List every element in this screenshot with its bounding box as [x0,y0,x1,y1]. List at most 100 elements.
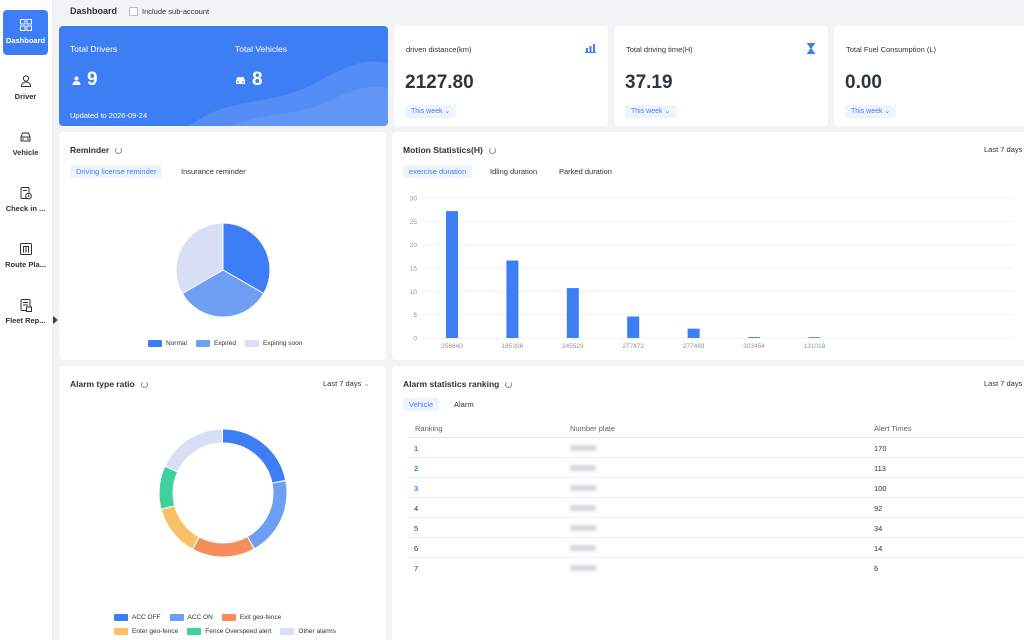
chevron-down-icon: ⌄ [884,108,891,115]
plate-cell [570,564,596,573]
sidebar-collapse-toggle[interactable] [53,316,58,324]
legend-item-expired[interactable]: Expired [195,340,236,347]
bar-256640[interactable] [446,211,458,338]
chevron-down-icon: ⌄ [664,108,671,115]
rank-cell: 7 [414,564,419,573]
sidebar-item-fleet-report[interactable]: Fleet Rep... [3,290,48,335]
reminder-legend: Normal Expired Expiring soon [148,340,302,347]
vehicle-car-icon [3,122,48,144]
tab-alarm[interactable]: Alarm [454,400,474,409]
donut-segment-fence-overspeed-alert[interactable] [159,429,287,557]
card-title: Motion Statistics(H) [403,145,483,155]
x-tick-label: 303454 [743,343,765,350]
rank-cell: 2 [414,464,419,473]
tab-insurance-reminder[interactable]: Insurance reminder [181,167,246,176]
table-row[interactable]: 4 92 [408,498,1024,518]
pie-slice-normal[interactable] [222,222,271,295]
stat-label: Total driving time(H) [626,45,693,54]
tab-parked-duration[interactable]: Parked duration [559,167,612,176]
table-row[interactable]: 3 100 [408,478,1024,498]
period-dropdown[interactable]: This week ⌄ [405,105,457,118]
bar-245529[interactable] [566,288,579,338]
table-row[interactable]: 1 170 [408,438,1024,458]
plate-cell [570,444,596,453]
sidebar-item-check-in[interactable]: Check in ... [3,178,48,223]
y-tick-label: 5 [413,312,417,319]
include-sub-account-label[interactable]: Include sub-account [142,7,210,16]
bar-277469[interactable] [687,328,700,338]
bar-185396[interactable] [506,260,519,338]
tab-vehicle[interactable]: Vehicle [403,398,440,411]
range-dropdown[interactable]: Last 7 days [984,379,1023,388]
legend-item-fence-overspeed[interactable]: Fence Overspeed alert [187,628,271,635]
bar-277472[interactable] [627,316,640,338]
y-tick-label: 20 [410,242,418,249]
range-dropdown[interactable]: Last 7 days [984,145,1023,154]
rank-cell: 4 [414,504,419,513]
page-title: Dashboard [70,6,118,16]
sidebar-item-driver[interactable]: Driver [3,66,48,111]
sidebar-item-label: Check in ... [5,204,46,213]
table-row[interactable]: 6 14 [408,538,1024,558]
legend-label: Enter geo-fence [132,628,179,635]
plate-cell [570,464,596,473]
card-title: Reminder [70,145,110,155]
sidebar-item-label: Route Pla... [5,260,46,269]
table-row[interactable]: 2 113 [408,458,1024,478]
tab-driving-license-reminder[interactable]: Driving license reminder [70,165,163,178]
legend-item-exit-geo-fence[interactable]: Exit geo-fence [221,614,282,621]
legend-item-other-alarms[interactable]: Other alarms [280,628,336,635]
chevron-down-icon: ⌄ [363,379,370,388]
summary-card: Total Drivers Total Vehicles 9 8 Updated… [59,26,388,126]
alerts-cell: 113 [874,464,886,473]
x-tick-label: 277472 [622,343,644,350]
donut-segment-exit-geo-fence[interactable] [159,429,287,557]
bar-303454[interactable] [748,337,760,338]
top-bar: Dashboard Include sub-account [53,0,1024,24]
total-drivers-label: Total Drivers [70,44,118,54]
column-number-plate: Number plate [570,424,616,433]
legend-item-acc-off[interactable]: ACC OFF [114,614,161,621]
plate-cell [570,484,596,493]
sidebar-item-dashboard[interactable]: Dashboard [3,10,48,55]
legend-item-normal[interactable]: Normal [148,340,187,347]
donut-segment-acc-off[interactable] [159,429,287,557]
motion-title: Motion Statistics(H) [403,145,496,155]
legend-item-expiring-soon[interactable]: Expiring soon [245,340,302,347]
table-row[interactable]: 5 34 [408,518,1024,538]
driver-person-icon [72,69,81,91]
plate-cell [570,524,596,533]
rank-cell: 6 [414,544,419,553]
sidebar-item-label: Driver [14,92,37,101]
x-tick-label: 256640 [441,343,463,350]
include-sub-account-checkbox[interactable] [129,7,138,16]
refresh-icon[interactable] [115,146,123,154]
x-tick-label: 185396 [502,343,524,350]
stat-value: 37.19 [625,72,673,93]
tab-exercise-duration[interactable]: exercise duration [403,165,473,178]
legend-item-enter-geo-fence[interactable]: Enter geo-fence [114,628,178,635]
donut-segment-acc-on[interactable] [159,429,287,557]
refresh-icon[interactable] [140,380,148,388]
refresh-icon[interactable] [505,380,513,388]
period-dropdown[interactable]: This week ⌄ [625,105,677,118]
x-tick-label: 245529 [562,343,584,350]
y-tick-label: 15 [410,266,418,273]
legend-label: Other alarms [298,628,336,635]
legend-label: Exit geo-fence [239,614,282,621]
sidebar-item-route-plan[interactable]: Route Pla... [3,234,48,279]
pie-slice-expired[interactable] [181,269,265,318]
table-header: Ranking Number plate Alert Times [408,418,1024,438]
tab-idling-duration[interactable]: Idling duration [490,167,538,176]
sidebar-item-vehicle[interactable]: Vehicle [3,122,48,167]
pie-slice-expiring-soon[interactable] [175,222,224,295]
legend-item-acc-on[interactable]: ACC ON [169,614,213,621]
refresh-icon[interactable] [488,146,496,154]
bar-131018[interactable] [808,337,821,338]
period-dropdown[interactable]: This week ⌄ [845,105,897,118]
range-dropdown[interactable]: Last 7 days ⌄ [323,379,370,388]
y-tick-label: 30 [410,196,418,203]
hourglass-icon [806,43,816,56]
total-drivers-value: 9 [72,69,98,91]
